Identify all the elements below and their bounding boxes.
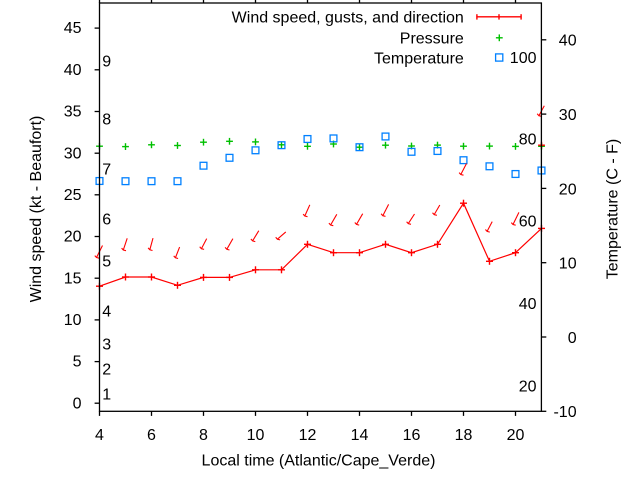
svg-text:35: 35 — [64, 104, 82, 121]
svg-text:5: 5 — [102, 253, 111, 270]
svg-text:10: 10 — [559, 256, 577, 273]
svg-text:Wind speed, gusts, and directi: Wind speed, gusts, and direction — [232, 9, 464, 26]
svg-text:100: 100 — [510, 50, 537, 67]
svg-text:Wind speed (kt - Beaufort): Wind speed (kt - Beaufort) — [28, 116, 45, 303]
svg-text:20: 20 — [519, 378, 537, 395]
svg-text:Temperature: Temperature — [374, 50, 464, 67]
svg-text:6: 6 — [147, 427, 156, 444]
svg-text:10: 10 — [64, 312, 82, 329]
svg-text:60: 60 — [519, 213, 537, 230]
svg-text:Pressure: Pressure — [400, 30, 464, 47]
svg-text:1: 1 — [102, 387, 111, 404]
svg-text:18: 18 — [455, 427, 473, 444]
svg-text:4: 4 — [95, 427, 104, 444]
svg-text:8: 8 — [199, 427, 208, 444]
svg-text:0: 0 — [568, 330, 577, 347]
svg-text:7: 7 — [102, 162, 111, 179]
svg-text:2: 2 — [102, 362, 111, 379]
svg-text:30: 30 — [64, 145, 82, 162]
svg-text:40: 40 — [519, 296, 537, 313]
svg-text:30: 30 — [559, 107, 577, 124]
svg-text:5: 5 — [73, 354, 82, 371]
svg-text:4: 4 — [102, 303, 111, 320]
svg-text:8: 8 — [102, 112, 111, 129]
svg-text:20: 20 — [64, 229, 82, 246]
svg-text:20: 20 — [507, 427, 525, 444]
svg-text:45: 45 — [64, 20, 82, 37]
svg-text:-10: -10 — [553, 404, 576, 421]
svg-text:40: 40 — [559, 33, 577, 50]
svg-text:40: 40 — [64, 62, 82, 79]
svg-text:10: 10 — [247, 427, 265, 444]
svg-text:12: 12 — [299, 427, 317, 444]
svg-text:9: 9 — [102, 53, 111, 70]
svg-text:15: 15 — [64, 270, 82, 287]
svg-text:14: 14 — [351, 427, 369, 444]
svg-text:16: 16 — [403, 427, 421, 444]
svg-text:0: 0 — [73, 395, 82, 412]
svg-text:6: 6 — [102, 212, 111, 229]
svg-text:20: 20 — [559, 181, 577, 198]
svg-text:Local time (Atlantic/Cape_Verd: Local time (Atlantic/Cape_Verde) — [202, 453, 436, 470]
svg-text:80: 80 — [519, 131, 537, 148]
svg-text:Temperature (C - F): Temperature (C - F) — [605, 139, 622, 279]
svg-text:3: 3 — [102, 337, 111, 354]
svg-text:25: 25 — [64, 187, 82, 204]
